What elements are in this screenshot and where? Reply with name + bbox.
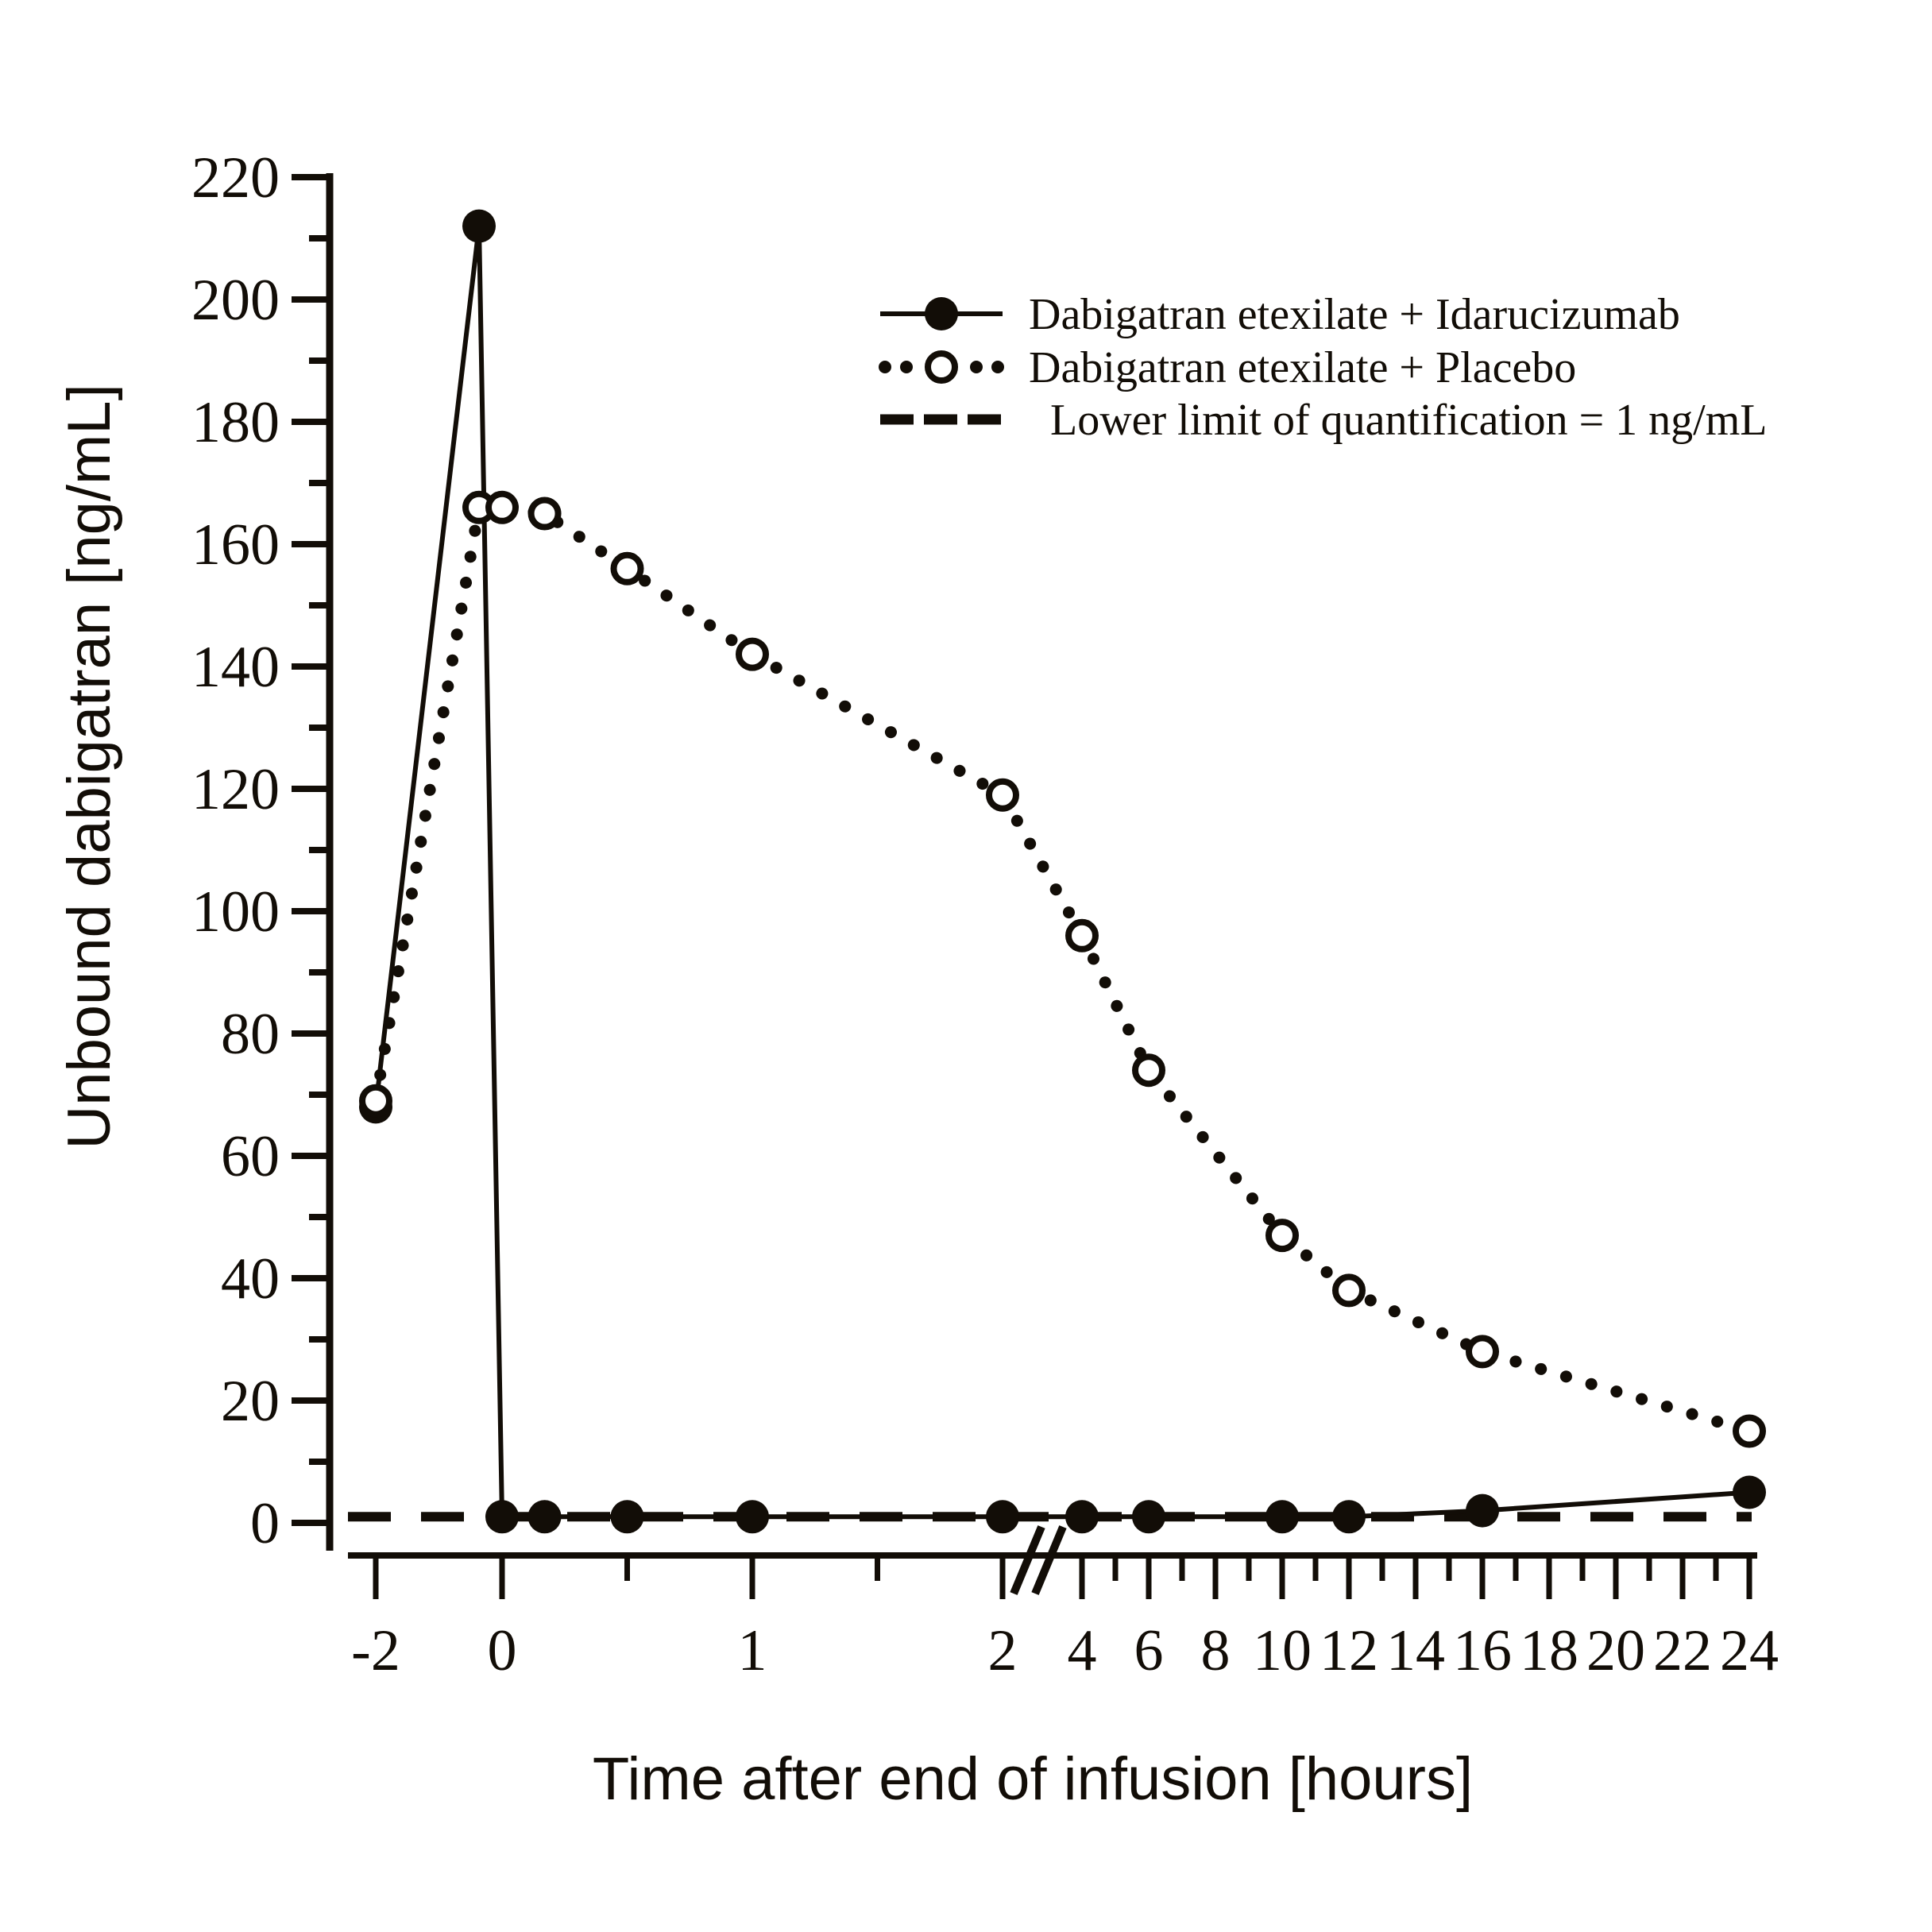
- placebo-marker: [1265, 1219, 1299, 1253]
- legend-open-circle-icon: [925, 350, 958, 384]
- placebo-marker: [736, 637, 769, 671]
- legend-label-placebo: Dabigatran etexilate + Placebo: [1029, 343, 1576, 392]
- idarucizumab-marker: [1332, 1500, 1366, 1534]
- legend-entry-idarucizumab: Dabigatran etexilate + Idarucizumab: [880, 290, 1680, 339]
- placebo-marker: [610, 551, 644, 585]
- idarucizumab-marker: [485, 1500, 519, 1534]
- y-axis-tick-label: 180: [191, 390, 280, 455]
- placebo-marker: [1332, 1273, 1366, 1308]
- x-axis-tick-label: 16: [1453, 1618, 1512, 1683]
- placebo-marker: [986, 778, 1019, 812]
- idarucizumab-marker: [1733, 1475, 1766, 1509]
- legend-dot: [970, 361, 983, 373]
- x-axis-tick-label: -2: [351, 1618, 400, 1683]
- y-axis-tick-label: 40: [221, 1246, 280, 1312]
- x-axis-title: Time after end of infusion [hours]: [593, 1745, 1473, 1813]
- idarucizumab-marker: [986, 1500, 1019, 1534]
- y-axis-tick-label: 140: [191, 635, 280, 700]
- x-axis-tick-label: 22: [1653, 1618, 1712, 1683]
- placebo-marker: [527, 497, 562, 531]
- legend-dot: [900, 361, 913, 373]
- placebo-marker: [1466, 1335, 1499, 1369]
- x-axis-tick-label: 12: [1320, 1618, 1378, 1683]
- legend-dot: [879, 361, 891, 373]
- axis-break-slash: [1031, 1525, 1067, 1595]
- x-axis: -2 0 1 2 4 6 8 10 12 14 16 18 20 22 24: [348, 1525, 1779, 1683]
- placebo-dotted-line: [369, 501, 1756, 1437]
- y-axis-tick-label: 120: [191, 757, 280, 822]
- placebo-marker: [1132, 1053, 1165, 1088]
- x-axis-tick-label: 20: [1586, 1618, 1645, 1683]
- y-axis-tick-label: 20: [221, 1369, 280, 1434]
- idarucizumab-marker: [1132, 1500, 1165, 1534]
- y-axis-tick-label: 220: [191, 145, 280, 211]
- x-axis-tick-label: 4: [1068, 1618, 1097, 1683]
- legend-entry-placebo: Dabigatran etexilate + Placebo: [879, 343, 1576, 392]
- x-axis-tick-label: 14: [1386, 1618, 1445, 1683]
- legend: Dabigatran etexilate + Idarucizumab Dabi…: [879, 290, 1768, 445]
- idarucizumab-marker: [462, 209, 496, 243]
- y-axis-tick-label: 80: [221, 1002, 280, 1067]
- legend-filled-circle-icon: [925, 297, 958, 330]
- placebo-marker: [485, 490, 519, 524]
- legend-dot: [991, 361, 1004, 373]
- series-markers-layer: [359, 209, 1766, 1534]
- y-axis-tick-label: 200: [191, 268, 280, 333]
- legend-entry-lloq: Lower limit of quantification = 1 ng/mL: [880, 396, 1768, 445]
- idarucizumab-marker: [1265, 1500, 1299, 1534]
- x-axis-tick-label: 24: [1720, 1618, 1779, 1683]
- placebo-marker: [359, 1084, 392, 1118]
- x-axis-tick-label: 10: [1253, 1618, 1312, 1683]
- x-axis-tick-label: 18: [1520, 1618, 1578, 1683]
- legend-label-lloq: Lower limit of quantification = 1 ng/mL: [1050, 396, 1768, 445]
- idarucizumab-marker: [610, 1500, 644, 1534]
- idarucizumab-marker: [736, 1500, 769, 1534]
- idarucizumab-marker: [527, 1500, 562, 1534]
- y-axis-tick-label: 100: [191, 879, 280, 945]
- y-axis-tick-label: 0: [250, 1491, 280, 1556]
- y-axis: 0 20 40 60 80 100 120 140 160 180 200 220: [191, 145, 334, 1556]
- y-axis-tick-label: 160: [191, 512, 280, 578]
- x-axis-tick-label: 8: [1201, 1618, 1231, 1683]
- axis-break-slash: [1010, 1525, 1045, 1595]
- legend-label-idarucizumab: Dabigatran etexilate + Idarucizumab: [1029, 290, 1680, 339]
- placebo-marker: [1065, 918, 1099, 952]
- idarucizumab-marker: [1466, 1493, 1499, 1528]
- x-axis-tick-label: 1: [738, 1618, 767, 1683]
- y-axis-title: Unbound dabigatran [ng/mL]: [56, 384, 123, 1149]
- y-axis-tick-label: 60: [221, 1124, 280, 1189]
- x-axis-tick-label: 2: [988, 1618, 1018, 1683]
- x-axis-tick-label: 6: [1134, 1618, 1164, 1683]
- idarucizumab-marker: [1065, 1500, 1099, 1534]
- x-axis-tick-label: 0: [488, 1618, 517, 1683]
- placebo-marker: [1733, 1414, 1766, 1448]
